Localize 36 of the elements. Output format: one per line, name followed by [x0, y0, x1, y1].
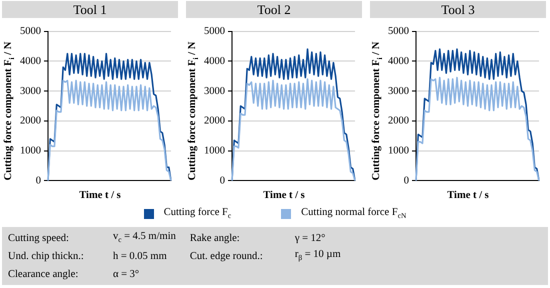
text: γ = 12° — [294, 232, 326, 244]
text: Cutting speed: — [8, 232, 70, 244]
y-tick-label: 1000 — [20, 146, 41, 157]
y-tick-label: 1000 — [388, 146, 409, 157]
y-tick-label: 0 — [404, 175, 409, 186]
text: h = 0.05 mm — [113, 250, 167, 262]
x-axis-title: Time t / s — [262, 190, 306, 201]
chart-title: Tool 1 — [2, 1, 178, 18]
text: r$_{β}$ = 10 µm — [294, 249, 341, 263]
legend-label: Cutting normal force F$_{cN}$ — [301, 207, 406, 221]
y-tick-label: 5000 — [388, 26, 409, 38]
y-tick-label: 0 — [220, 175, 225, 186]
text: Clearance angle: — [8, 268, 80, 280]
chart-title: Tool 2 — [186, 1, 362, 18]
y-tick-label: 3000 — [204, 86, 225, 97]
y-tick-label: 5000 — [204, 26, 225, 38]
y-tick-label: 2000 — [388, 116, 409, 127]
text: v$_{c}$ = 4.5 m/min — [113, 231, 176, 245]
y-tick-label: 2000 — [204, 116, 225, 127]
y-tick-label: 4000 — [20, 56, 41, 67]
text: Cut. edge round.: — [190, 250, 264, 262]
text: Rake angle: — [190, 232, 241, 244]
y-tick-label: 4000 — [204, 56, 225, 67]
y-tick-label: 5000 — [20, 26, 41, 38]
y-tick-label: 0 — [36, 175, 41, 186]
legend-label: Cutting force F$_{c}$ — [164, 207, 232, 221]
y-tick-label: 2000 — [20, 116, 41, 127]
chart-title: Tool 3 — [370, 1, 546, 18]
y-tick-label: 1000 — [204, 146, 225, 157]
x-axis-title: Time t / s — [446, 190, 490, 201]
y-tick-label: 3000 — [20, 86, 41, 97]
y-tick-label: 3000 — [388, 86, 409, 97]
text: α = 3° — [113, 268, 140, 280]
x-axis-title: Time t / s — [78, 190, 122, 201]
y-tick-label: 4000 — [388, 56, 409, 67]
text: Und. chip thickn.: — [8, 250, 85, 262]
